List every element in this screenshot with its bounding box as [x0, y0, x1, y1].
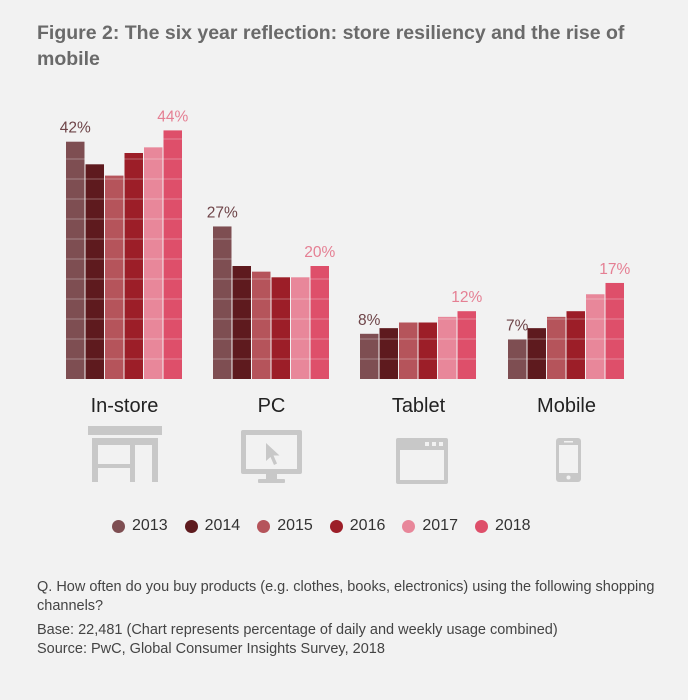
bar-tablet-2018	[457, 311, 476, 379]
category-label: Tablet	[392, 395, 446, 417]
chart-legend: 2013 2014 2015 2016 2017 2018	[112, 514, 548, 538]
bar-tablet-2015	[399, 322, 418, 379]
legend-swatch	[257, 519, 271, 533]
data-label-first: 42%	[60, 120, 91, 137]
legend-swatch	[329, 519, 343, 533]
bar-mobile-2016	[566, 311, 585, 379]
data-label-last: 17%	[599, 261, 630, 278]
bar-instore-2015	[105, 175, 124, 379]
bar-instore-2016	[124, 153, 143, 379]
monitor-icon	[241, 430, 302, 483]
bar-mobile-2013	[508, 339, 527, 379]
bar-instore-2017	[144, 147, 163, 379]
legend-item-2015: 2015	[257, 517, 313, 535]
legend-item-2016: 2016	[329, 517, 386, 535]
data-label-first: 8%	[358, 312, 381, 329]
bar-tablet-2013	[360, 333, 379, 379]
bar-pc-2016	[271, 277, 290, 379]
smartphone-icon	[556, 438, 581, 482]
bar-pc-2017	[291, 277, 310, 379]
browser-window-icon	[396, 438, 448, 484]
bar-pc-2018	[310, 266, 329, 379]
legend-item-2014: 2014	[184, 517, 241, 535]
bar-mobile-2015	[547, 316, 566, 379]
legend-label: 2017	[422, 517, 458, 534]
legend-swatch	[402, 519, 416, 533]
category-label: Mobile	[537, 395, 596, 417]
bar-pc-2013	[213, 226, 232, 379]
data-label-last: 44%	[157, 108, 188, 125]
category-label: In-store	[91, 395, 159, 417]
bar-pc-2015	[252, 271, 271, 379]
legend-label: 2015	[277, 517, 313, 534]
legend-item-2013: 2013	[112, 517, 168, 535]
data-label-last: 12%	[451, 289, 482, 306]
legend-swatch	[474, 519, 488, 533]
data-label-first: 27%	[207, 204, 238, 221]
bar-tablet-2014	[379, 328, 398, 379]
chart-title: Figure 2: The six year reflection: store…	[37, 22, 625, 70]
chart-footer: Q. How often do you buy products (e.g. c…	[37, 578, 667, 659]
data-label-first: 7%	[506, 317, 529, 334]
legend-item-2018: 2018	[474, 517, 531, 535]
bar-tablet-2016	[418, 322, 437, 379]
bar-instore-2018	[163, 130, 182, 379]
legend-swatch	[184, 519, 198, 533]
bar-pc-2014	[232, 266, 251, 379]
bar-instore-2014	[85, 164, 104, 379]
labels-layer: 42% 44% In-store 27% 20% PC 8% 12% Tablet 7% 17% Mo…	[60, 108, 631, 417]
legend-item-2017: 2017	[402, 517, 458, 535]
bar-tablet-2017	[438, 316, 457, 379]
store-icon	[88, 426, 162, 482]
bar-instore-2013	[66, 141, 85, 379]
legend-label: 2016	[349, 517, 386, 534]
legend-label: 2018	[494, 517, 531, 534]
bar-mobile-2018	[605, 282, 624, 379]
base-note: Base: 22,481 (Chart represents percentag…	[37, 622, 558, 638]
data-label-last: 20%	[304, 244, 335, 261]
legend-label: 2014	[204, 517, 241, 534]
bar-mobile-2014	[527, 328, 546, 379]
legend-label: 2013	[132, 517, 168, 534]
source-note: Source: PwC, Global Consumer Insights Su…	[37, 641, 385, 657]
legend-swatch	[112, 519, 125, 533]
category-label: PC	[258, 395, 286, 417]
bars-layer	[66, 130, 624, 379]
survey-question: Q. How often do you buy products (e.g. c…	[37, 579, 655, 614]
bar-mobile-2017	[586, 294, 605, 379]
bar-chart: 42% 44% In-store 27% 20% PC 8% 12% Tablet 7% 17% Mo…	[60, 108, 631, 484]
